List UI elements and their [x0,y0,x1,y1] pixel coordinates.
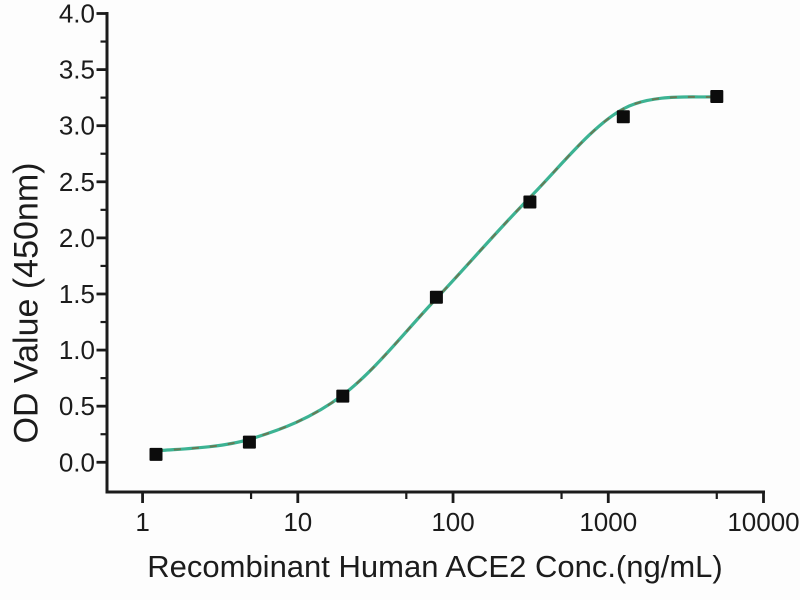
x-tick-label: 1 [135,507,149,537]
y-tick-label: 1.5 [59,279,95,309]
y-tick-label: 4.0 [59,0,95,29]
data-point-marker [429,290,443,304]
x-tick-label: 100 [431,507,474,537]
fit-curve-line [154,94,719,453]
x-tick-label: 10 [283,507,312,537]
data-point-marker [336,389,350,403]
y-tick-label: 0.0 [59,447,95,477]
data-point-marker [149,447,163,461]
data-point-marker [242,435,256,449]
data-point-marker [616,110,630,124]
data-point-marker [710,90,724,103]
y-tick-label: 2.5 [59,167,95,197]
y-axis-title: OD Value (450nm) [7,162,46,444]
x-axis-title: Recombinant Human ACE2 Conc.(ng/mL) [147,549,723,584]
x-tick-label: 1000 [579,507,637,537]
y-tick-label: 0.5 [59,391,95,421]
data-point-marker [523,195,537,209]
fit-curve-dash-overlay [155,95,717,452]
y-tick-label: 3.0 [59,111,95,141]
y-tick-label: 3.5 [59,55,95,85]
x-tick-label: 10000 [727,507,799,537]
y-tick-label: 2.0 [59,223,95,253]
y-tick-label: 1.0 [59,335,95,365]
